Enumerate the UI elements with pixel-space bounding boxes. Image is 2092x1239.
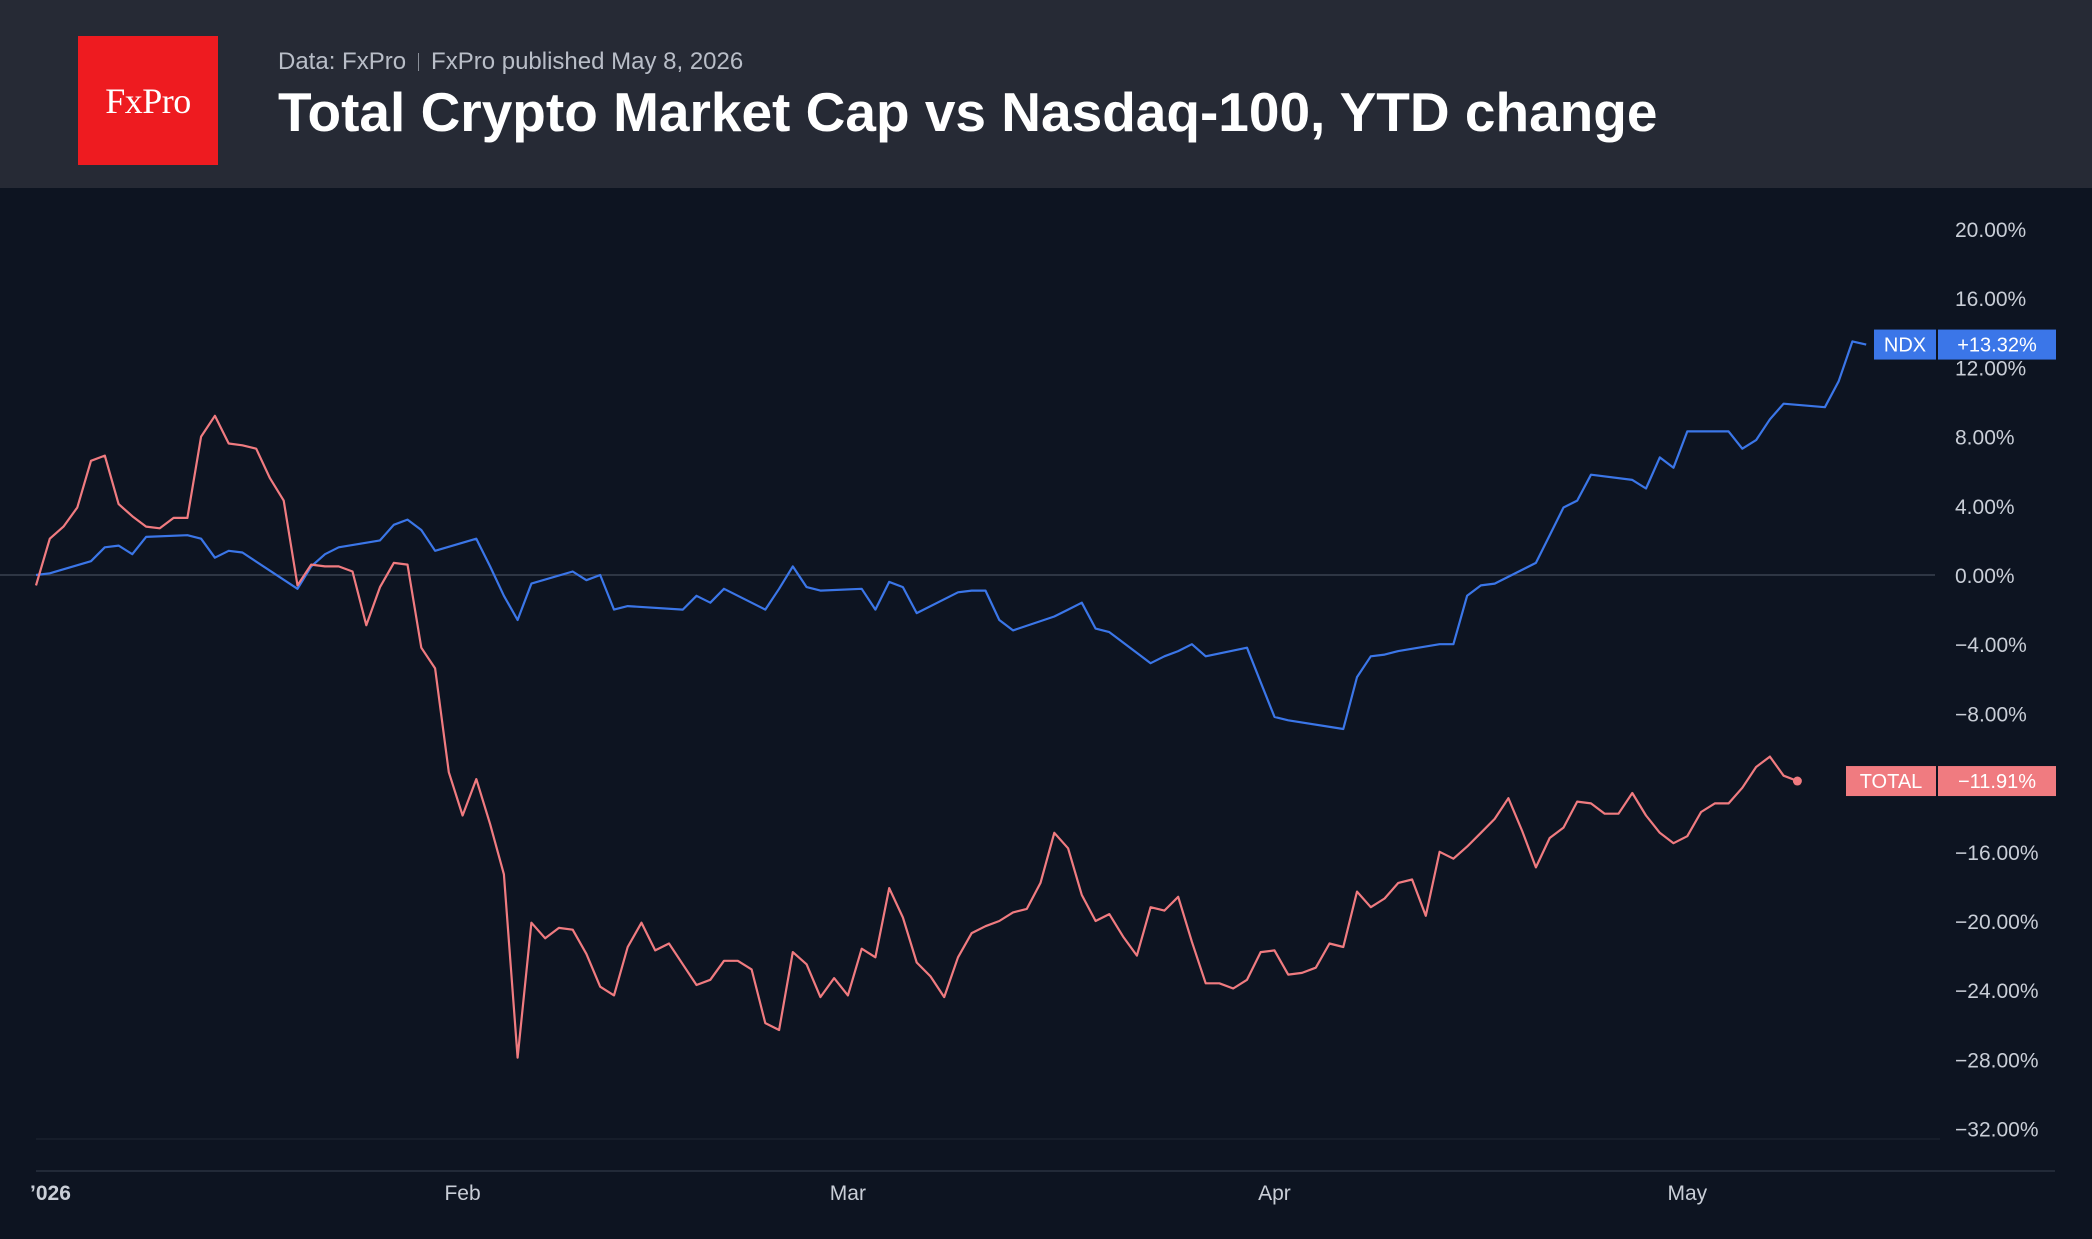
y-tick-label: 16.00% (1955, 288, 2026, 311)
series-end-dot-total (1792, 776, 1802, 786)
badge-value-box (1938, 766, 2056, 797)
badge-series-name: TOTAL (1860, 771, 1923, 793)
last-value-badge-ndx: NDX +13.32% (1874, 329, 2056, 360)
y-tick-label: 8.00% (1955, 427, 2015, 450)
source-line: Data: FxPro FxPro published May 8, 2026 (278, 48, 743, 76)
y-tick-label: 20.00% (1955, 219, 2026, 242)
y-tick-label: 4.00% (1955, 496, 2015, 519)
badge-name-box (1874, 329, 1936, 360)
y-tick-label: −16.00% (1955, 842, 2039, 865)
y-tick-label: −24.00% (1955, 980, 2039, 1003)
y-tick-label: −4.00% (1955, 634, 2027, 657)
chart-header: FxPro Data: FxPro FxPro published May 8,… (0, 0, 2092, 188)
x-tick-label: Mar (830, 1182, 866, 1205)
badge-last-value: +13.32% (1957, 335, 2037, 357)
x-tick-label: May (1667, 1182, 1707, 1205)
badge-last-value: −11.91% (1958, 771, 2036, 793)
line-chart: 20.00% 16.00% 12.00% 8.00% 4.00% 0.00% −4.00% −… (0, 219, 2056, 1205)
x-tick-label: ’026 (30, 1182, 71, 1205)
data-source: Data: FxPro (278, 48, 407, 75)
meta-separator (418, 53, 420, 71)
badge-series-name: NDX (1884, 335, 1926, 357)
x-tick-label: Feb (444, 1182, 480, 1205)
published-date: FxPro published May 8, 2026 (431, 48, 744, 75)
y-tick-label: 12.00% (1955, 357, 2026, 380)
series-line-total (34, 414, 1798, 1059)
logo-text: FxPro (105, 80, 191, 121)
y-tick-label: 0.00% (1955, 565, 2015, 588)
x-tick-label: Apr (1258, 1182, 1291, 1205)
y-tick-label: −32.00% (1955, 1119, 2039, 1142)
badge-value-box (1938, 329, 2056, 360)
badge-name-box (1846, 766, 1936, 797)
last-value-badge-total: TOTAL −11.91% (1846, 766, 2056, 797)
fxpro-logo: FxPro (78, 36, 218, 165)
chart-area: 20.00% 16.00% 12.00% 8.00% 4.00% 0.00% −4.00% −… (0, 188, 2092, 1234)
y-tick-label: −28.00% (1955, 1049, 2039, 1072)
chart-title: Total Crypto Market Cap vs Nasdaq-100, Y… (278, 81, 1658, 143)
y-tick-label: −8.00% (1955, 703, 2027, 726)
y-tick-label: −20.00% (1955, 911, 2039, 934)
series-line-ndx (35, 340, 1867, 731)
